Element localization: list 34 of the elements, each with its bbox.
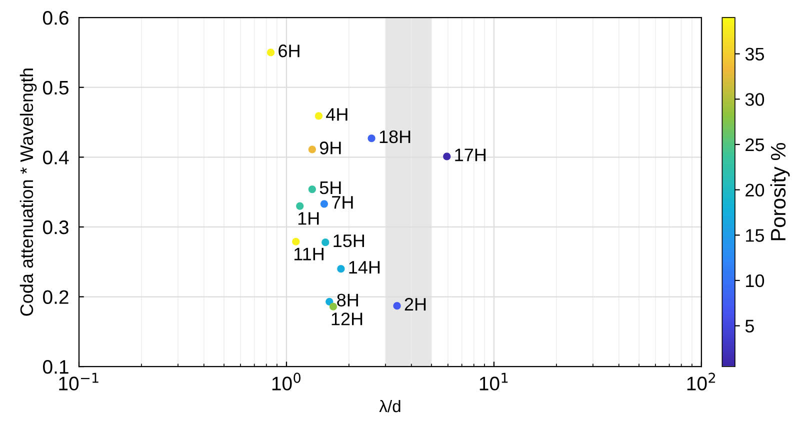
annotation: 2H: [404, 298, 426, 311]
x-tick-label: 10$^{1}$: [480, 372, 508, 390]
annotation: 4H: [326, 108, 348, 121]
y-tick-label: 0.2: [43, 290, 68, 304]
color-bar-label: 30: [745, 93, 764, 106]
color-bar-label: 15: [746, 229, 764, 242]
color-bar-label: 25: [746, 138, 764, 152]
color-bar-label: 5: [745, 320, 754, 332]
color-bar-title: Porosity %: [770, 143, 790, 240]
x-tick-label: 10$^{−1}$: [59, 372, 98, 390]
y-tick-label: 0.4: [43, 150, 69, 164]
color-bar-label: 20: [746, 184, 764, 197]
x-tick-label: 10$^{2}$: [687, 372, 715, 390]
annotation: 11H: [294, 248, 324, 260]
y-tick-label: 0.6: [43, 11, 68, 25]
x-axis-title: λ/d: [379, 400, 400, 412]
annotation: 17H: [455, 148, 486, 162]
annotation: 1H: [298, 212, 319, 225]
y-tick-label: 0.3: [43, 220, 68, 234]
annotation: 14H: [349, 261, 380, 274]
y-tick-label: 0.5: [43, 80, 68, 95]
y-tick-label: 0.1: [43, 360, 68, 374]
color-bar-label: 35: [745, 48, 764, 61]
annotation: 6H: [278, 44, 300, 58]
annotation: 12H: [332, 312, 362, 326]
annotation: 9H: [320, 142, 341, 154]
annotation: 7H: [332, 196, 353, 209]
y-axis-title: Coda attenuation * Wavelength: [20, 68, 37, 316]
annotation: 15H: [334, 234, 364, 248]
color-bar-label: 10: [746, 274, 764, 288]
annotation: 18H: [380, 130, 410, 144]
annotation: 5H: [320, 182, 341, 194]
annotation: 8H: [337, 294, 358, 306]
x-tick-label: 10$^{0}$: [272, 372, 300, 390]
